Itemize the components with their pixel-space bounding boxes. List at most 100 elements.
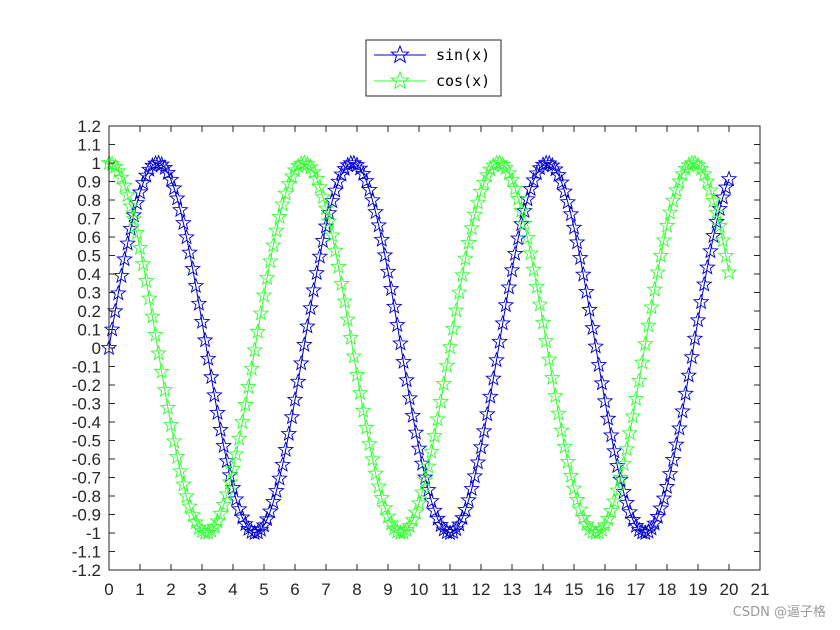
data-point-cos — [261, 252, 279, 269]
data-point-sin — [550, 166, 567, 183]
y-tick-label: 0.2 — [77, 302, 101, 321]
y-tick-label: -0.4 — [72, 413, 101, 432]
data-point-sin — [556, 182, 574, 199]
data-point-sin — [618, 494, 636, 510]
data-point-cos — [351, 384, 369, 401]
data-point-cos — [516, 214, 533, 231]
data-point-cos — [556, 437, 574, 454]
data-point-sin — [385, 297, 403, 314]
data-point-cos — [252, 304, 270, 321]
data-point-sin — [466, 467, 484, 484]
series-line-cos — [108, 162, 730, 534]
data-point-cos — [131, 239, 149, 256]
data-point-sin — [426, 501, 443, 518]
data-point-cos — [547, 387, 564, 404]
data-point-cos — [320, 212, 338, 229]
y-tick-label: 0.1 — [77, 321, 101, 340]
data-point-sin — [292, 354, 310, 371]
x-tick-label: 14 — [534, 580, 553, 599]
data-point-sin — [497, 296, 515, 313]
data-point-cos — [618, 440, 636, 457]
y-tick-label: -1 — [86, 524, 101, 543]
data-point-cos — [280, 175, 298, 192]
data-point-sin — [184, 260, 202, 277]
data-point-cos — [429, 410, 446, 427]
data-point-sin — [674, 402, 691, 419]
data-point-cos — [624, 407, 642, 424]
data-point-sin — [113, 267, 130, 284]
data-point-cos — [106, 157, 124, 174]
data-point-sin — [215, 437, 233, 454]
data-point-sin — [196, 331, 214, 348]
data-point-sin — [500, 278, 518, 295]
data-point-cos — [147, 326, 164, 343]
x-tick-label: 19 — [689, 580, 708, 599]
data-point-sin — [565, 218, 583, 235]
data-point-cos — [379, 507, 397, 524]
data-point-cos — [354, 401, 372, 418]
data-point-cos — [212, 505, 229, 522]
data-point-sin — [423, 492, 440, 509]
data-point-cos — [299, 155, 316, 172]
data-point-cos — [698, 172, 716, 189]
data-point-sin — [119, 234, 136, 251]
data-point-cos — [342, 329, 360, 346]
data-point-cos — [137, 272, 155, 289]
x-tick-label: 11 — [441, 580, 459, 599]
data-point-cos — [450, 283, 468, 300]
data-point-cos — [599, 510, 617, 527]
data-point-sin — [671, 419, 688, 436]
data-point-sin — [503, 261, 521, 278]
data-point-cos — [364, 450, 381, 467]
data-point-sin — [720, 170, 738, 187]
data-point-cos — [559, 453, 577, 469]
data-point-cos — [181, 497, 198, 514]
data-point-sin — [652, 499, 670, 516]
data-point-sin — [131, 183, 149, 200]
legend-label-sin: sin(x) — [436, 46, 490, 64]
data-point-sin — [311, 247, 329, 264]
data-point-sin — [376, 246, 394, 263]
data-point-cos — [438, 356, 456, 373]
y-tick-label: -0.6 — [72, 450, 101, 469]
data-point-cos — [218, 485, 236, 502]
data-point-cos — [720, 263, 738, 280]
data-point-sin — [280, 425, 298, 442]
x-tick-label: 8 — [352, 580, 361, 599]
data-point-cos — [162, 416, 180, 433]
data-point-sin — [714, 188, 732, 205]
data-point-sin — [463, 480, 481, 497]
data-point-cos — [165, 432, 183, 449]
data-point-sin — [528, 164, 546, 181]
y-tick-label: 1 — [92, 154, 101, 173]
data-point-sin — [382, 280, 400, 297]
data-point-cos — [302, 158, 319, 175]
data-point-cos — [361, 435, 378, 452]
x-tick-label: 12 — [472, 580, 491, 599]
data-point-sin — [323, 192, 341, 209]
data-point-sin — [392, 334, 409, 351]
y-tick-label: 0.6 — [77, 228, 101, 247]
data-point-sin — [593, 374, 611, 391]
data-point-cos — [224, 460, 242, 477]
y-tick-label: -1.2 — [72, 561, 101, 580]
data-point-sin — [711, 200, 729, 217]
data-point-cos — [457, 249, 474, 266]
data-point-sin — [596, 392, 614, 409]
y-tick-label: -0.2 — [72, 376, 101, 395]
data-point-cos — [274, 195, 291, 212]
data-point-cos — [441, 338, 459, 355]
data-point-cos — [553, 421, 570, 438]
data-point-sin — [658, 478, 676, 495]
x-tick-label: 21 — [751, 580, 770, 599]
data-point-cos — [568, 491, 586, 507]
data-point-cos — [640, 316, 657, 333]
data-point-sin — [103, 320, 121, 337]
data-point-cos — [171, 462, 189, 479]
data-point-cos — [636, 335, 654, 352]
data-point-cos — [134, 255, 152, 272]
data-point-cos — [339, 310, 357, 327]
data-point-cos — [609, 481, 626, 498]
data-point-cos — [398, 521, 415, 538]
data-point-sin — [348, 156, 366, 173]
